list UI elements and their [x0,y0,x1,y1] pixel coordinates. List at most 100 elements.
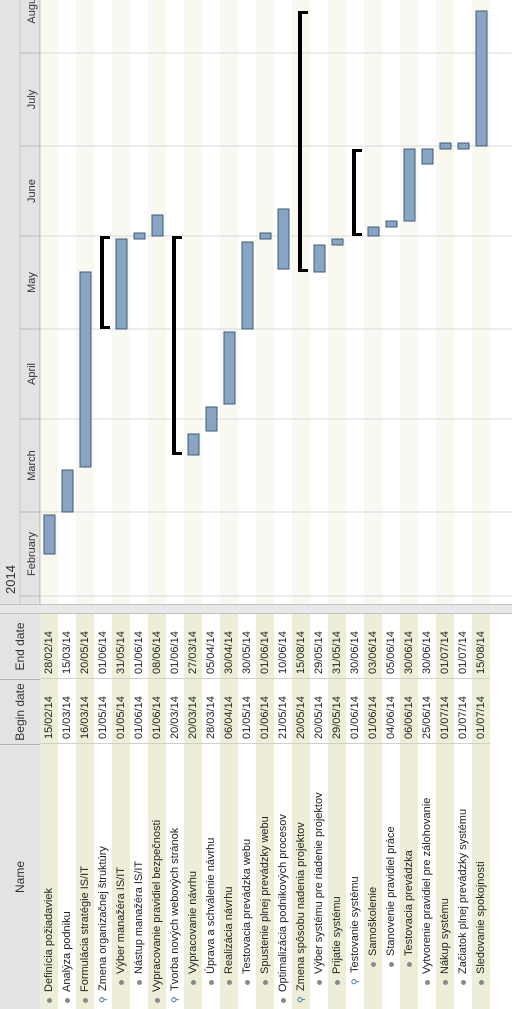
bullet-icon [118,980,124,985]
task-name-cell: Realizácia návrhu [220,744,238,1009]
task-name: Samoškolenie [367,886,379,956]
bullet-icon [424,980,430,985]
table-row[interactable]: Vypracovanie pravidiel bezpečnosti 01/06/… [148,614,166,1009]
table-row[interactable]: Úprava a schválenie návrhu 28/03/14 05/04/… [202,614,220,1009]
chart-row-stripe [184,0,202,604]
task-begin-date: 16/03/14 [76,679,94,744]
table-row[interactable]: ⚲ Tvorba nových webových stránok 20/03/14 0… [166,614,184,1009]
task-begin-date: 20/03/14 [184,679,202,744]
task-end-date: 27/03/14 [184,614,202,679]
table-row[interactable]: Prijatie systému 29/05/14 31/05/14 [328,614,346,1009]
bullet-icon [190,980,196,985]
bullet-icon [226,980,232,985]
bullet-icon [208,980,214,985]
task-end-date: 01/07/14 [436,614,454,679]
task-begin-date: 25/06/14 [418,679,436,744]
task-begin-date: 01/07/14 [436,679,454,744]
table-row[interactable]: ⚲ Zmena spôsobu nadenia projektov 20/05/14… [292,614,310,1009]
table-row[interactable]: Vypracovanie návrhu 20/03/14 27/03/14 [184,614,202,1009]
task-begin-date: 01/07/14 [472,679,490,744]
table-row[interactable]: Stanovenie pravidiel práce 04/06/14 05/06/… [382,614,400,1009]
table-row[interactable]: ⚲ Zmena organizačnej štruktúry 01/05/14 01/… [94,614,112,1009]
task-end-date: 03/06/14 [364,614,382,679]
task-end-date: 30/05/14 [238,614,256,679]
summary-bar-start-cap [352,233,362,236]
task-begin-date: 15/02/14 [40,679,58,744]
task-name-cell: Definícia požiadaviek [40,744,58,1009]
table-row[interactable]: Sledovanie spokojnosti 01/07/14 15/08/14 [472,614,490,1009]
task-end-date: 30/06/14 [400,614,418,679]
task-end-date: 30/06/14 [418,614,436,679]
table-row[interactable]: Testovacia prevádzka webu 01/05/14 30/05/1… [238,614,256,1009]
task-begin-date: 01/05/14 [238,679,256,744]
table-row[interactable]: Začiatok plnej prevádzky systému 01/07/14… [454,614,472,1009]
panel-splitter[interactable] [0,604,512,614]
table-row[interactable]: ⚲ Testovanie systému 01/06/14 30/06/14 [346,614,364,1009]
column-header-begin[interactable]: Begin date [0,679,40,744]
task-name-cell: Testovacia prevádzka [400,744,418,1009]
column-header-end[interactable]: End date [13,622,27,671]
summary-bar-start-cap [172,452,182,455]
table-row[interactable]: Optimalizácia podnikových procesov 21/05/… [274,614,292,1009]
table-row[interactable]: Realizácia návrhu 06/04/14 30/04/14 [220,614,238,1009]
task-bar [385,220,398,228]
task-begin-date: 01/07/14 [454,679,472,744]
task-name-cell: Testovacia prevádzka webu [238,744,256,1009]
task-begin-date: 01/05/14 [112,679,130,744]
chart-row-stripe [364,0,382,604]
month-label: June [26,179,38,203]
task-name: Úprava a schválenie návrhu [205,837,217,974]
column-header-name[interactable]: Name [0,744,40,1009]
table-row[interactable]: Testovacia prevádzka 06/06/14 30/06/14 [400,614,418,1009]
chart-row-stripe [292,0,310,604]
task-end-date: 15/03/14 [58,614,76,679]
task-begin-date: 01/06/14 [130,679,148,744]
task-begin-date: 21/05/14 [274,679,292,744]
chart-row-stripe [472,0,490,604]
task-begin-date: 01/06/14 [256,679,274,744]
task-begin-date: 06/06/14 [400,679,418,744]
table-row[interactable]: Výber manažéra IS/IT 01/05/14 31/05/14 [112,614,130,1009]
pin-icon: ⚲ [98,996,109,1003]
task-bar [367,226,380,237]
task-begin-date: 04/06/14 [382,679,400,744]
table-row[interactable]: Nákup systému 01/07/14 01/07/14 [436,614,454,1009]
chart-row-stripe [400,0,418,604]
table-row[interactable]: Spustenie plnej prevádzky webu 01/06/14 01… [256,614,274,1009]
month-label: April [26,363,38,385]
task-end-date: 20/05/14 [76,614,94,679]
summary-bar-end-cap [172,236,182,239]
task-end-date: 29/05/14 [310,614,328,679]
task-name-cell: Nákup systému [436,744,454,1009]
table-row[interactable]: Definícia požiadaviek 15/02/14 28/02/14 [40,614,58,1009]
task-end-date: 05/04/14 [202,614,220,679]
task-name-cell: Analýza podniku [58,744,76,1009]
task-begin-date: 28/03/14 [202,679,220,744]
table-row[interactable]: Samoškolenie 01/06/14 03/06/14 [364,614,382,1009]
bullet-icon [82,998,88,1003]
task-end-date: 31/05/14 [328,614,346,679]
table-row[interactable]: Nástup manažéra IS/IT 01/06/14 01/06/14 [130,614,148,1009]
task-bar [133,232,146,240]
task-table: Name Begin date End date Definícia požia… [0,614,512,1009]
task-end-date: 01/06/14 [94,614,112,679]
task-begin-date: 01/06/14 [148,679,166,744]
table-row[interactable]: Analýza podniku 01/03/14 15/03/14 [58,614,76,1009]
month-label: August [26,0,38,24]
task-name-cell: Vytvorenie pravidiel pre zálohovanie [418,744,436,1009]
task-name: Testovanie systému [349,876,361,973]
task-name: Prijatie systému [331,896,343,974]
table-row[interactable]: Výber systému pre riadenie projektov 20/0… [310,614,328,1009]
task-name-cell: ⚲ Zmena organizačnej štruktúry [94,744,112,1009]
table-row[interactable]: Formulácia stratégie IS/IT 16/03/14 20/05/… [76,614,94,1009]
task-name-cell: Nástup manažéra IS/IT [130,744,148,1009]
task-name-cell: Sledovanie spokojnosti [472,744,490,1009]
summary-bar-end-cap [352,149,362,152]
task-end-date: 15/08/14 [472,614,490,679]
task-name-cell: Vypracovanie návrhu [184,744,202,1009]
chart-row-stripe [328,0,346,604]
task-bar [277,208,290,270]
task-begin-date: 29/05/14 [328,679,346,744]
table-row[interactable]: Vytvorenie pravidiel pre zálohovanie 25/0… [418,614,436,1009]
